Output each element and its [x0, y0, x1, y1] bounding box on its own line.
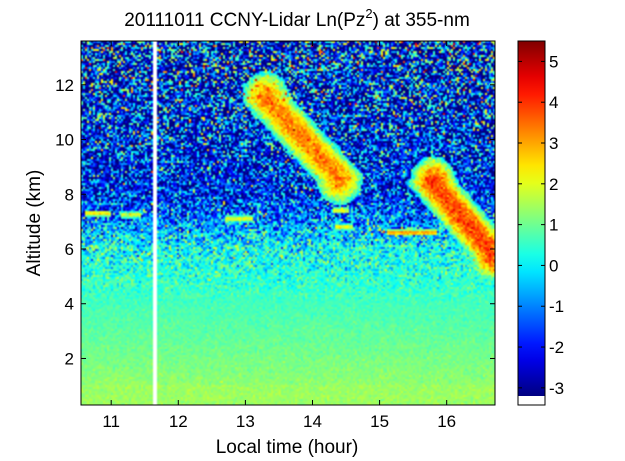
colorbar-tick-label: 0 [549, 256, 558, 275]
colorbar-tick-label: -2 [549, 338, 564, 357]
y-tick-label: 2 [65, 349, 74, 368]
colorbar-tick-label: 2 [549, 175, 558, 194]
colorbar-tick-label: 4 [549, 93, 558, 112]
colorbar-nodata-swatch [518, 396, 545, 405]
colorbar-tick-label: -1 [549, 297, 564, 316]
x-tick-label: 11 [102, 412, 120, 431]
x-tick-label: 16 [437, 412, 456, 431]
colorbar-gradient [518, 41, 545, 396]
colorbar-tick-label: 3 [549, 134, 558, 153]
x-tick-label: 12 [169, 412, 188, 431]
plot-area [80, 40, 496, 406]
y-tick-label: 4 [65, 295, 74, 314]
x-axis-label: Local time (hour) [216, 437, 359, 458]
x-tick-label: 13 [236, 412, 255, 431]
x-tick-label: 14 [303, 412, 322, 431]
colorbar-tick-label: -3 [549, 379, 564, 398]
chart-title-superscript: 2 [365, 6, 372, 21]
colorbar-ticks: 5 4 3 2 1 0 -1 -2 -3 [518, 52, 564, 398]
y-axis: 2 4 6 8 10 12 [55, 76, 495, 368]
y-tick-label: 12 [55, 76, 74, 95]
plot-frame [80, 40, 496, 406]
y-tick-label: 6 [65, 240, 74, 259]
y-tick-label: 10 [55, 131, 74, 150]
y-axis-label: Altitude (km) [24, 170, 45, 277]
colorbar: 5 4 3 2 1 0 -1 -2 -3 [517, 40, 564, 406]
heatmap-image [81, 41, 495, 405]
x-axis: 11 12 13 14 15 16 [102, 41, 456, 431]
chart-title-suffix: ) at 355-nm [373, 10, 470, 31]
colorbar-frame [517, 40, 546, 406]
y-tick-label: 8 [65, 185, 74, 204]
colorbar-tick-label: 1 [549, 216, 558, 235]
chart-title-main: 20111011 CCNY-Lidar Ln(Pz [124, 10, 365, 31]
x-tick-label: 15 [370, 412, 389, 431]
chart-title: 20111011 CCNY-Lidar Ln(Pz2) at 355-nm [124, 6, 470, 31]
colorbar-tick-label: 5 [549, 52, 558, 71]
